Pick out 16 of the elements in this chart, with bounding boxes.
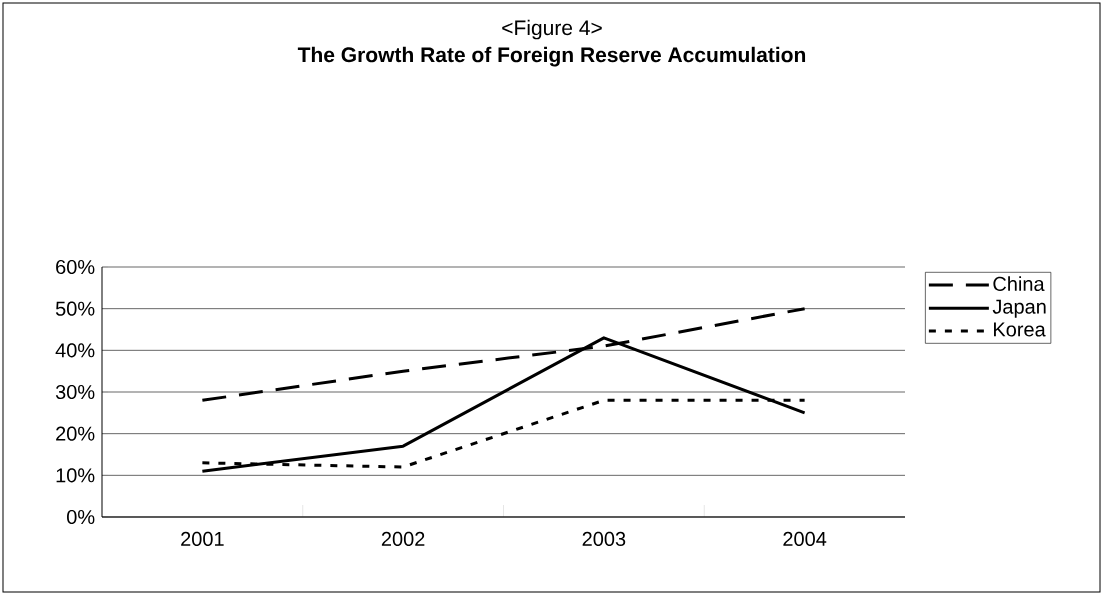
y-tick-label: 60% — [56, 259, 95, 275]
y-tick-label: 20% — [56, 426, 95, 441]
x-tick-label: 2003 — [582, 531, 626, 547]
x-tick-label: 2002 — [381, 531, 425, 547]
legend-label: Korea — [994, 322, 1046, 337]
y-tick-label: 40% — [55, 343, 95, 358]
y-tick-label: 30% — [55, 384, 95, 400]
y-tick-label: 10% — [56, 468, 95, 483]
y-tick-label: 50% — [55, 301, 95, 316]
legend-label: Japan — [992, 299, 1046, 318]
chart-title: <Figure 4> — [502, 19, 602, 40]
legend-label: China — [993, 276, 1045, 291]
x-tick-label: 2001 — [181, 531, 224, 547]
chart-subtitle: The Growth Rate of Foreign Reserve Accumulation — [297, 46, 806, 67]
y-tick-label: 0% — [67, 509, 95, 525]
x-tick-label: 2004 — [783, 531, 827, 547]
